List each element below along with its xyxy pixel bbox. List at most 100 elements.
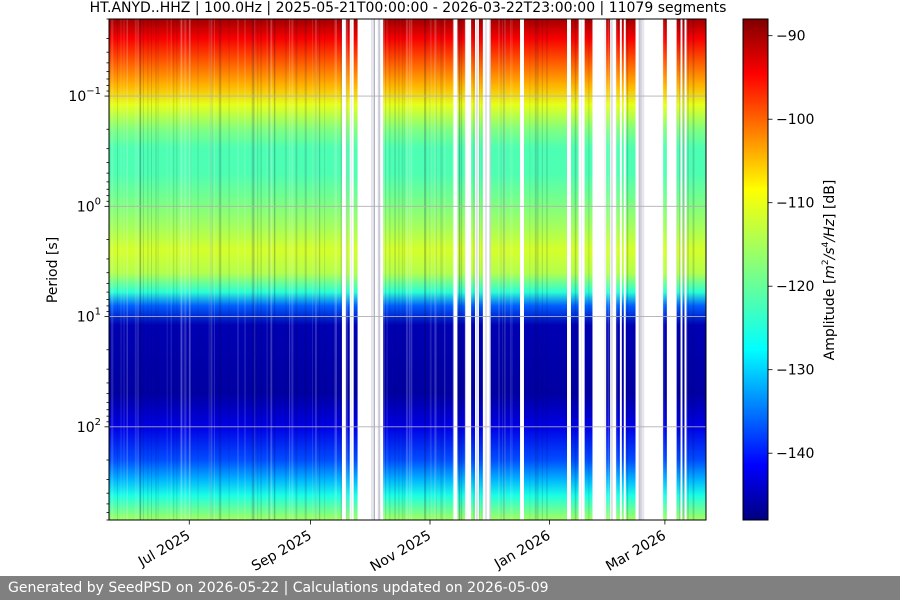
texture-stripe bbox=[251, 19, 254, 520]
footer-text: Generated by SeedPSD on 2026-05-22 | Cal… bbox=[8, 580, 549, 596]
texture-stripe bbox=[324, 19, 326, 520]
texture-stripe bbox=[541, 19, 543, 520]
texture-stripe bbox=[534, 19, 537, 520]
texture-stripe bbox=[464, 19, 466, 520]
colorbar-label: Amplitude [m2/s4/Hz] [dB] bbox=[821, 180, 838, 361]
texture-stripe bbox=[210, 19, 213, 520]
texture-stripe bbox=[481, 19, 483, 520]
texture-stripe bbox=[615, 19, 618, 520]
texture-stripe bbox=[111, 19, 114, 520]
texture-stripe bbox=[155, 19, 158, 520]
texture-stripe bbox=[595, 19, 597, 520]
texture-stripe bbox=[638, 19, 641, 520]
y-tick-label: 101 bbox=[77, 307, 101, 326]
texture-stripe bbox=[610, 19, 613, 520]
texture-stripe bbox=[315, 19, 317, 520]
x-tick-label: Sep 2025 bbox=[249, 528, 315, 575]
texture-stripe bbox=[460, 19, 463, 520]
texture-stripe bbox=[429, 19, 432, 520]
texture-stripe bbox=[588, 19, 590, 520]
texture-stripe bbox=[679, 19, 681, 520]
texture-stripe bbox=[166, 19, 168, 520]
data-gap bbox=[680, 19, 683, 520]
x-axis: Jul 2025 Sep 2025 Nov 2025 Jan 2026 Mar 2026 bbox=[135, 520, 669, 575]
texture-stripe bbox=[120, 19, 122, 520]
colorbar-axis: −90 −100 −110 −120 −130 −140 bbox=[768, 29, 814, 462]
texture-stripes bbox=[109, 19, 695, 520]
texture-stripe bbox=[452, 19, 455, 520]
texture-stripe bbox=[687, 19, 689, 520]
texture-stripe bbox=[289, 19, 291, 520]
data-gap bbox=[592, 19, 607, 520]
texture-stripe bbox=[487, 19, 489, 520]
texture-stripe bbox=[185, 19, 187, 520]
texture-stripe bbox=[501, 19, 503, 520]
texture-stripe bbox=[607, 19, 610, 520]
y-tick-label: 100 bbox=[77, 196, 101, 215]
texture-stripe bbox=[252, 19, 255, 520]
texture-stripe bbox=[183, 19, 186, 520]
texture-stripe bbox=[181, 19, 183, 520]
texture-stripe bbox=[109, 19, 111, 520]
texture-stripe bbox=[381, 19, 384, 520]
texture-stripe bbox=[499, 19, 501, 520]
texture-stripe bbox=[478, 19, 480, 520]
y-gridlines bbox=[109, 95, 706, 428]
colorbar-tick-label: −110 bbox=[776, 196, 814, 212]
texture-stripe bbox=[546, 19, 548, 520]
colorbar bbox=[742, 18, 769, 521]
texture-stripe bbox=[489, 19, 491, 520]
texture-stripe bbox=[365, 19, 367, 520]
texture-stripe bbox=[172, 19, 175, 520]
texture-stripe bbox=[382, 19, 385, 520]
texture-stripe bbox=[340, 19, 342, 520]
data-gap bbox=[465, 19, 472, 520]
texture-stripe bbox=[126, 19, 128, 520]
texture-stripe bbox=[401, 19, 404, 520]
texture-stripe bbox=[424, 19, 427, 520]
texture-stripe bbox=[675, 19, 677, 520]
texture-stripe bbox=[642, 19, 645, 520]
texture-stripe bbox=[367, 19, 369, 520]
data-gap bbox=[684, 19, 687, 520]
x-tick-label: Nov 2025 bbox=[368, 528, 434, 576]
texture-stripe bbox=[403, 19, 405, 520]
spectrogram bbox=[109, 19, 706, 520]
data-gap bbox=[578, 19, 585, 520]
texture-stripe bbox=[137, 19, 139, 520]
texture-stripe bbox=[334, 19, 337, 520]
texture-stripe bbox=[346, 19, 348, 520]
texture-stripe bbox=[336, 19, 337, 520]
texture-stripe bbox=[371, 19, 373, 520]
texture-stripe bbox=[469, 19, 471, 520]
texture-stripe bbox=[315, 19, 317, 520]
texture-stripe bbox=[142, 19, 144, 520]
texture-stripe bbox=[459, 19, 461, 520]
plot-frame bbox=[108, 18, 707, 521]
texture-stripe bbox=[350, 19, 352, 520]
texture-stripe bbox=[373, 19, 375, 520]
data-gap bbox=[520, 19, 524, 520]
texture-stripe bbox=[373, 19, 375, 520]
texture-stripe bbox=[510, 19, 512, 520]
texture-stripe bbox=[157, 19, 159, 520]
texture-stripe bbox=[253, 19, 256, 520]
chart-title: HT.ANYD..HHZ | 100.0Hz | 2025-05-21T00:0… bbox=[90, 0, 727, 16]
texture-stripe bbox=[640, 19, 643, 520]
data-gap bbox=[623, 19, 626, 520]
x-tick-label: Mar 2026 bbox=[603, 528, 669, 575]
data-gap bbox=[349, 19, 354, 520]
texture-stripe bbox=[486, 19, 488, 520]
texture-stripe bbox=[291, 19, 294, 520]
texture-stripe bbox=[681, 19, 684, 520]
texture-stripe bbox=[117, 19, 118, 520]
texture-stripe bbox=[604, 19, 606, 520]
texture-stripe bbox=[408, 19, 411, 520]
y-tick-label: 102 bbox=[77, 417, 101, 436]
texture-stripe bbox=[188, 19, 190, 520]
texture-stripe bbox=[209, 19, 211, 520]
colorbar-tick-label: −90 bbox=[776, 29, 806, 45]
texture-stripe bbox=[197, 19, 199, 520]
texture-stripe bbox=[381, 19, 383, 520]
texture-stripe bbox=[458, 19, 460, 520]
